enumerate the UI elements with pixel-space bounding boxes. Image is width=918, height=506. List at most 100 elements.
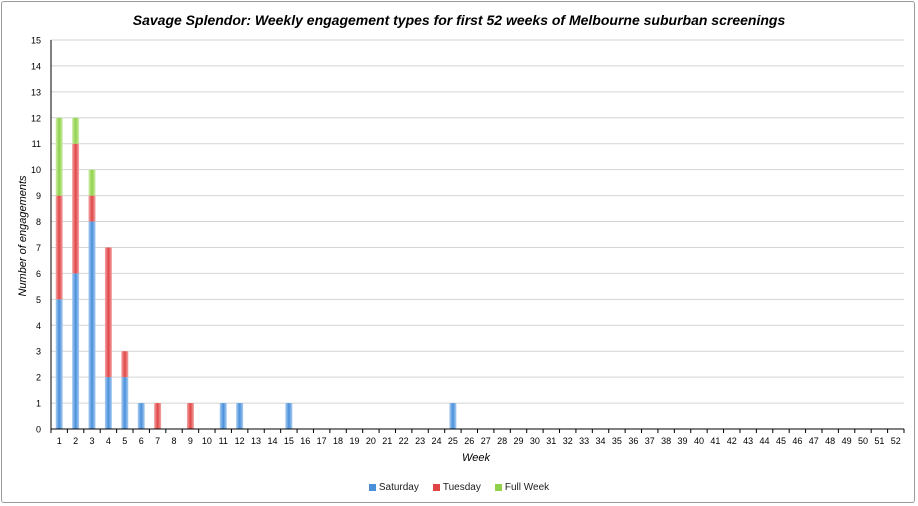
y-tick-label: 4 xyxy=(36,321,41,331)
x-tick-label: 50 xyxy=(858,436,868,446)
x-tick-label: 19 xyxy=(349,436,359,446)
x-tick-label: 47 xyxy=(809,436,819,446)
x-tick-label: 23 xyxy=(415,436,425,446)
bar-tuesday xyxy=(121,351,129,378)
x-tick-label: 13 xyxy=(251,436,261,446)
x-tick-label: 30 xyxy=(530,436,540,446)
bar-full-week xyxy=(55,117,63,196)
bar-saturday xyxy=(285,403,293,429)
x-tick-label: 14 xyxy=(267,436,277,446)
x-axis-label: Week xyxy=(462,452,490,464)
x-tick-label: 46 xyxy=(792,436,802,446)
y-tick-label: 12 xyxy=(31,113,41,123)
x-tick-label: 36 xyxy=(628,436,638,446)
x-tick-label: 16 xyxy=(300,436,310,446)
x-tick-label: 26 xyxy=(464,436,474,446)
bars xyxy=(55,117,457,429)
x-tick-label: 3 xyxy=(90,436,95,446)
y-tick-label: 7 xyxy=(36,243,41,253)
y-axis-label: Number of engagements xyxy=(17,175,29,297)
bar-tuesday xyxy=(186,403,194,429)
y-tick-label: 11 xyxy=(32,139,41,149)
x-tick-label: 28 xyxy=(497,436,507,446)
x-tick-label: 1 xyxy=(57,436,62,446)
y-tick-label: 10 xyxy=(31,165,41,175)
x-tick-label: 15 xyxy=(284,436,294,446)
x-tick-label: 44 xyxy=(760,436,770,446)
bar-full-week xyxy=(88,169,96,196)
bar-saturday xyxy=(104,377,112,429)
x-tick-label: 42 xyxy=(727,436,737,446)
x-tick-label: 5 xyxy=(122,436,127,446)
bar-saturday xyxy=(121,377,129,429)
x-tick-label: 27 xyxy=(481,436,491,446)
x-tick-label: 34 xyxy=(596,436,606,446)
x-tick-label: 43 xyxy=(743,436,753,446)
legend-label-full-week: Full Week xyxy=(504,482,550,493)
x-tick-label: 10 xyxy=(202,436,212,446)
x-tick-label: 8 xyxy=(172,436,177,446)
x-tick-label: 37 xyxy=(645,436,655,446)
bar-saturday xyxy=(236,403,244,429)
x-tick-label: 17 xyxy=(317,436,327,446)
y-tick-label: 13 xyxy=(31,87,41,97)
x-tick-label: 12 xyxy=(235,436,245,446)
bar-tuesday xyxy=(154,403,162,429)
y-tick-label: 3 xyxy=(36,347,41,357)
legend-swatch-tuesday xyxy=(432,484,440,491)
y-tick-label: 15 xyxy=(31,36,41,46)
bar-tuesday xyxy=(72,143,80,274)
bar-saturday xyxy=(88,221,96,429)
y-tick-label: 0 xyxy=(36,425,41,435)
x-tick-label: 31 xyxy=(546,436,556,446)
bar-full-week xyxy=(72,117,80,144)
bar-saturday xyxy=(137,403,145,429)
bar-saturday xyxy=(219,403,227,429)
chart-title: Savage Splendor: Weekly engagement types… xyxy=(132,12,786,28)
x-tick-label: 33 xyxy=(579,436,589,446)
x-tick-label: 35 xyxy=(612,436,622,446)
x-tick-label: 52 xyxy=(891,436,901,446)
x-tick-label: 7 xyxy=(155,436,160,446)
bar-saturday xyxy=(449,403,457,429)
bar-tuesday xyxy=(88,195,96,222)
y-tick-label: 14 xyxy=(31,61,41,71)
x-tick-label: 29 xyxy=(514,436,524,446)
x-tick-label: 18 xyxy=(333,436,343,446)
grid-lines xyxy=(51,39,904,430)
x-tick-label: 49 xyxy=(842,436,852,446)
x-tick-label: 41 xyxy=(710,436,720,446)
y-tick-label: 2 xyxy=(36,373,41,383)
legend: Saturday Tuesday Full Week xyxy=(0,482,918,493)
bar-saturday xyxy=(72,273,80,429)
x-tick-label: 9 xyxy=(188,436,193,446)
legend-item-full-week: Full Week xyxy=(494,482,550,493)
bar-tuesday xyxy=(55,195,63,300)
legend-item-saturday: Saturday xyxy=(368,482,419,493)
x-tick-label: 4 xyxy=(106,436,111,446)
x-tick-label: 21 xyxy=(382,436,392,446)
y-tick-label: 8 xyxy=(36,217,41,227)
x-tick-label: 11 xyxy=(219,436,228,446)
x-tick-label: 6 xyxy=(139,436,144,446)
x-tick-label: 45 xyxy=(776,436,786,446)
x-tick-label: 24 xyxy=(431,436,441,446)
x-tick-label: 39 xyxy=(678,436,688,446)
legend-label-saturday: Saturday xyxy=(378,482,419,493)
y-tick-label: 5 xyxy=(36,295,41,305)
bar-saturday xyxy=(55,299,63,429)
x-tick-label: 38 xyxy=(661,436,671,446)
x-tick-label: 25 xyxy=(448,436,458,446)
y-tick-label: 1 xyxy=(36,399,41,409)
x-tick-label: 51 xyxy=(874,436,884,446)
y-tick-label: 9 xyxy=(36,191,41,201)
x-tick-label: 32 xyxy=(563,436,573,446)
x-tick-label: 20 xyxy=(366,436,376,446)
legend-item-tuesday: Tuesday xyxy=(432,482,481,493)
legend-label-tuesday: Tuesday xyxy=(442,482,481,493)
x-tick-label: 22 xyxy=(399,436,409,446)
y-tick-label: 6 xyxy=(36,269,41,279)
legend-swatch-full-week xyxy=(494,484,502,491)
